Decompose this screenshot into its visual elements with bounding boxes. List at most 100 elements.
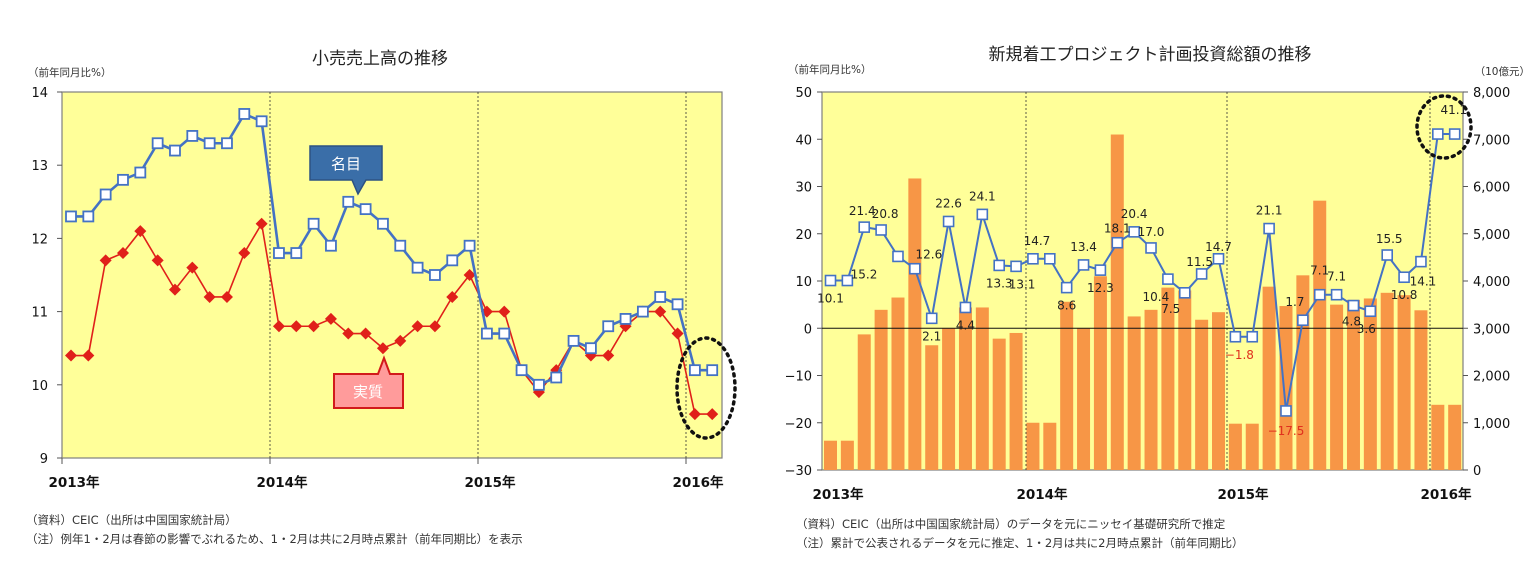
data-label: 15.5 <box>1376 232 1403 246</box>
bar <box>1397 295 1411 470</box>
marker-square <box>585 342 597 355</box>
marker-square <box>841 274 854 287</box>
marker-diamond <box>324 312 337 325</box>
marker-square <box>1010 260 1022 273</box>
marker-diamond <box>203 290 216 303</box>
chart-title: 新規着工プロジェクト計画投資総額の推移 <box>989 45 1312 65</box>
data-label: 24.1 <box>969 189 996 203</box>
bar <box>1127 316 1141 470</box>
bar <box>1093 276 1107 470</box>
marker-square <box>619 313 632 325</box>
marker-square <box>1229 330 1242 343</box>
data-label: 4.4 <box>956 318 975 332</box>
series-nominal <box>65 108 719 391</box>
y-left-tick-label: 20 <box>795 228 812 243</box>
marker-diamond <box>186 261 199 274</box>
bar <box>1346 299 1360 470</box>
marker-square <box>151 137 164 150</box>
marker-square <box>238 108 251 120</box>
marker-square <box>463 239 476 252</box>
marker-square <box>498 327 511 340</box>
marker-square <box>533 378 545 391</box>
data-label: −17.5 <box>1268 424 1305 438</box>
y-left-tick-label: 40 <box>795 133 812 148</box>
marker-square <box>1077 259 1090 271</box>
highlight-ellipse <box>675 336 737 440</box>
data-label: 22.6 <box>935 196 962 210</box>
marker-square <box>706 364 719 377</box>
marker-square <box>342 195 355 208</box>
line-series <box>824 128 1461 417</box>
y-left-tick-label: 0 <box>804 322 812 337</box>
x-axis: 2013年 2014年 2015年 2016年 <box>812 486 1472 503</box>
marker-square <box>1246 330 1259 343</box>
retail-sales-chart-panel: 小売売上高の推移 （前年同月比%） 14 13 12 11 10 9 2013年 2014年… <box>0 0 760 581</box>
marker-square <box>221 137 233 150</box>
y-right-tick-label: 5,000 <box>1473 228 1510 243</box>
marker-square <box>892 250 904 263</box>
marker-square <box>1178 287 1191 299</box>
marker-diamond <box>671 327 684 340</box>
construction-investment-chart: 新規着工プロジェクト計画投資総額の推移 （前年同月比%） （10億元） 50 40… <box>785 45 1530 503</box>
marker-square <box>203 137 216 150</box>
bar <box>1195 319 1209 470</box>
bar <box>942 328 956 470</box>
data-label: 12.6 <box>915 248 942 262</box>
marker-square <box>858 221 871 233</box>
data-labels: 10.121.420.815.212.62.122.64.424.113.313… <box>817 103 1467 438</box>
marker-square <box>636 305 649 318</box>
x-tick-label: 2016年 <box>1420 486 1472 500</box>
marker-diamond <box>428 320 441 333</box>
marker-square <box>671 298 684 311</box>
data-label: 14.1 <box>1410 275 1437 289</box>
x-tick-label: 2015年 <box>464 474 516 491</box>
source-note: （資料）CEIC（出所は中国国家統計局） <box>26 513 237 527</box>
marker-square <box>394 239 407 252</box>
marker-square <box>925 312 938 325</box>
data-label: 10.4 <box>1143 290 1170 304</box>
data-label: 7.1 <box>1327 270 1346 284</box>
y-axis-left-unit-label: （前年同月比%） <box>788 63 871 76</box>
marker-square <box>446 254 459 267</box>
marker-diamond <box>342 327 355 340</box>
marker-square <box>1448 128 1461 140</box>
marker-diamond <box>134 225 147 238</box>
bar <box>824 440 837 470</box>
highlight-circle <box>1415 94 1473 160</box>
y-right-tick-label: 8,000 <box>1473 86 1510 101</box>
construction-investment-chart-panel: 新規着工プロジェクト計画投資総額の推移 （前年同月比%） （10億元） 50 40… <box>770 0 1540 581</box>
marker-square <box>1313 288 1326 301</box>
data-label: 18.1 <box>1104 222 1131 236</box>
marker-square <box>1347 299 1360 312</box>
marker-diamond <box>65 349 77 362</box>
marker-square <box>1297 314 1309 327</box>
y-tick-label: 14 <box>31 86 48 101</box>
marker-diamond <box>272 320 285 333</box>
marker-diamond <box>463 269 476 281</box>
marker-square <box>169 144 181 157</box>
data-label: 15.2 <box>851 267 878 281</box>
marker-square <box>1398 271 1410 284</box>
bar <box>1262 286 1276 470</box>
data-label: 4.8 <box>1342 315 1361 329</box>
y-left-tick-label: 30 <box>795 181 812 196</box>
bar <box>1212 312 1226 470</box>
marker-diamond <box>116 247 129 260</box>
bar <box>1077 328 1091 470</box>
bar <box>925 345 939 470</box>
y-right-tick-label: 4,000 <box>1473 275 1510 290</box>
marker-diamond <box>359 327 372 340</box>
bar <box>958 307 972 470</box>
marker-square <box>255 115 268 128</box>
data-label: 8.6 <box>1057 299 1076 313</box>
data-label: 10.1 <box>817 292 844 306</box>
footnote: （注）例年1・2月は春節の影響でぶれるため、1・2月は共に2月時点累計（前年同期… <box>26 532 523 546</box>
marker-square <box>824 274 837 287</box>
bar <box>1279 306 1293 470</box>
marker-square <box>1212 252 1225 265</box>
bar <box>1178 290 1192 470</box>
y-left-tick-label: 10 <box>795 275 812 290</box>
x-tick-label: 2015年 <box>1217 486 1269 500</box>
x-tick-label: 2014年 <box>1016 486 1068 500</box>
y-right-tick-label: 0 <box>1473 464 1481 479</box>
